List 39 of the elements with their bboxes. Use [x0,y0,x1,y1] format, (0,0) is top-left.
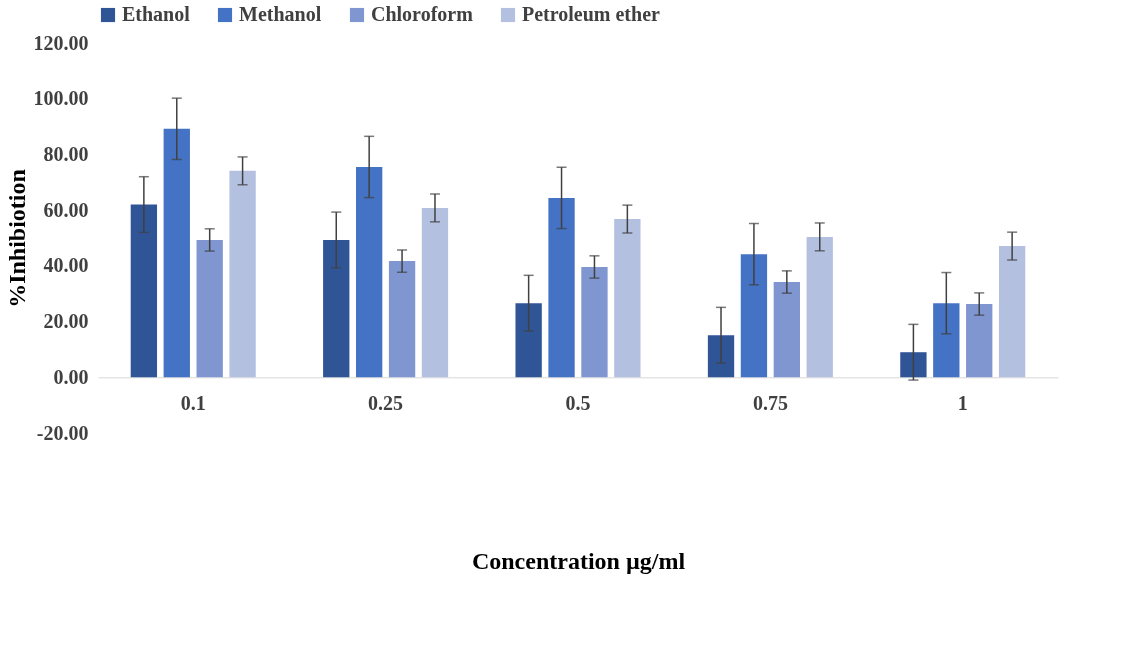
bar [130,204,158,378]
x-tick-label: 1 [957,391,968,414]
bar [229,170,256,378]
bar [356,166,383,378]
legend-label: Methanol [239,3,322,25]
legend-label: Chloroform [371,3,474,25]
y-tick-label: 60.00 [43,198,89,221]
bar [806,236,833,378]
y-tick-label: 100.00 [33,87,89,110]
bar [421,207,449,378]
y-tick-label: 20.00 [43,310,89,333]
bar [740,254,768,378]
bar [163,128,190,378]
bar [196,239,223,378]
bar [581,266,608,378]
y-axis-title: %Inhibiotion [3,169,30,308]
x-axis-title: Concentration µg/ml [471,547,686,574]
legend-label: Ethanol [122,3,191,25]
y-tick-label: 0.00 [53,365,89,388]
x-tick-label: 0.5 [565,391,591,414]
bar [515,303,542,378]
bar [773,282,800,378]
bar [323,239,350,378]
bar [707,335,735,378]
bar [933,303,960,378]
bar [614,219,641,378]
x-tick-label: 0.75 [752,391,788,414]
x-tick-label: 0.1 [180,391,206,414]
y-tick-label: 80.00 [43,142,89,165]
y-tick-label: -20.00 [36,421,89,444]
legend-label: Petroleum ether [522,3,661,25]
bar [548,197,575,378]
bar [900,352,927,378]
x-tick-label: 0.25 [368,391,404,414]
y-tick-label: 120.00 [33,31,89,54]
bar [966,304,993,378]
bar [998,246,1026,378]
bar [388,261,416,378]
y-tick-label: 40.00 [43,254,89,277]
